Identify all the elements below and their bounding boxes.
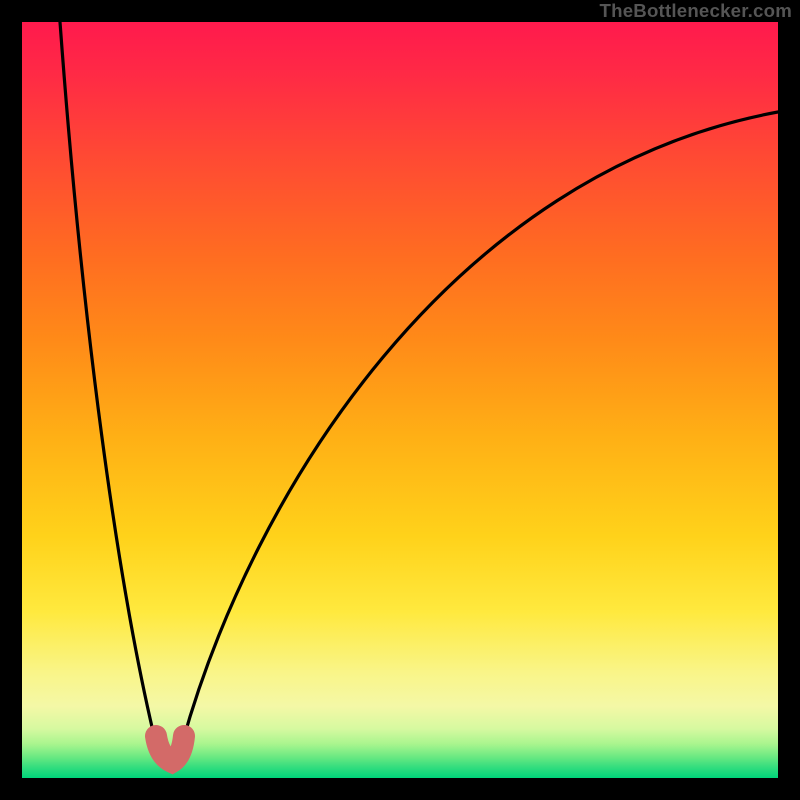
- bottleneck-chart: [0, 0, 800, 800]
- watermark-text: TheBottlenecker.com: [600, 0, 793, 22]
- chart-background: [22, 22, 778, 778]
- chart-frame: TheBottlenecker.com: [0, 0, 800, 800]
